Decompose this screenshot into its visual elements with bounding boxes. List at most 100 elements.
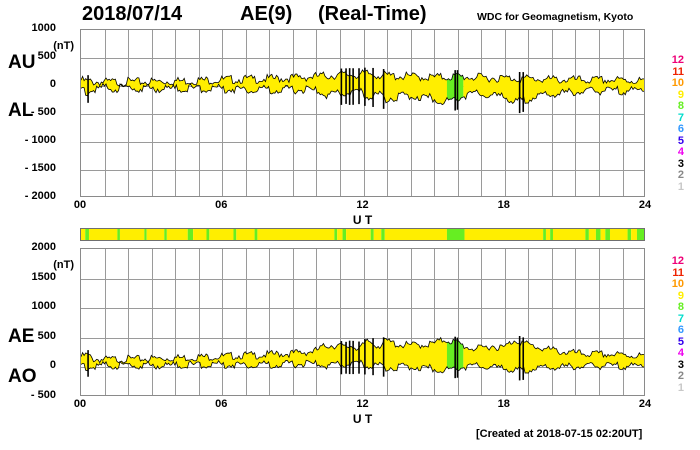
station-count-segment [166, 229, 188, 240]
y-tick-label: - 1500 [24, 162, 56, 174]
au-label: AU [8, 52, 36, 73]
au-al-plot-panel [80, 29, 645, 197]
gridline-vertical [104, 249, 106, 395]
station-count-segment [144, 229, 147, 240]
station-count-segment [605, 229, 610, 240]
station-count-segment [595, 229, 601, 240]
gridline-horizontal [81, 278, 644, 280]
station-count-segment [464, 229, 544, 240]
station-count-segment [373, 229, 382, 240]
station-count-legend-item: 8 [677, 100, 684, 112]
station-count-segment [588, 229, 596, 240]
x-tick-label: 18 [497, 199, 510, 211]
station-count-segment [119, 229, 145, 240]
station-count-legend-item: 3 [677, 157, 684, 170]
gridline-vertical [316, 249, 318, 395]
gridline-vertical [575, 30, 577, 196]
gridline-vertical [175, 249, 177, 395]
x-tick-label: 06 [215, 398, 228, 410]
gridline-vertical [622, 249, 624, 395]
gridline-horizontal [81, 142, 644, 143]
gridline-horizontal [81, 337, 644, 339]
gridline-vertical [622, 30, 624, 196]
y-tick-label: 0 [49, 359, 56, 372]
x-tick-label: 12 [356, 199, 369, 211]
chart-realtime-tag: (Real-Time) [318, 3, 427, 25]
station-count-segment [370, 229, 374, 240]
trace-band-segment [463, 340, 644, 374]
au-al-station-legend: 12 11 10 9 8 7 6 5 4 3 2 1 [658, 54, 684, 193]
gridline-vertical [128, 30, 130, 196]
x-tick-label: 12 [356, 398, 369, 410]
y-tick-label: 0 [49, 78, 56, 90]
station-count-colorbar [80, 228, 645, 241]
station-count-segment [446, 229, 465, 240]
au-al-gridlines [81, 30, 644, 196]
station-count-segment [236, 229, 255, 240]
station-count-segment [209, 229, 234, 240]
station-count-segment [585, 229, 589, 240]
x-tick-label: 18 [497, 398, 510, 410]
x-tick-label: 00 [73, 199, 87, 211]
x-tick-label: 24 [638, 199, 652, 211]
station-count-legend-item: 6 [677, 123, 684, 135]
gridline-vertical [434, 30, 436, 196]
gridline-horizontal [81, 58, 644, 59]
gridline-vertical [504, 30, 506, 196]
trace-band-segment [587, 76, 644, 96]
gridline-vertical [551, 249, 553, 395]
station-count-segment [631, 229, 637, 240]
station-count-legend-item: 1 [677, 180, 684, 193]
chart-date: 2018/07/14 [82, 3, 183, 25]
station-count-segment [164, 229, 167, 240]
lower-envelope-line [81, 82, 644, 106]
station-count-legend-item: 2 [677, 370, 684, 382]
station-count-legend-item: 8 [677, 301, 684, 313]
ao-label: AO [8, 366, 37, 387]
gridline-vertical [551, 30, 553, 196]
ae-ao-station-legend: 12 11 10 9 8 7 6 5 4 3 2 1 [658, 255, 684, 394]
gridline-vertical [292, 30, 294, 196]
gridline-vertical [457, 249, 459, 395]
station-count-legend-item: 12 [671, 54, 684, 66]
ae-ao-plot-panel [80, 248, 645, 396]
ae-ao-gridlines [81, 249, 644, 395]
gridline-vertical [387, 30, 388, 196]
station-count-segment [193, 229, 207, 240]
x-tick-label: 06 [215, 199, 228, 211]
station-count-segment [600, 229, 606, 240]
gridline-vertical [175, 30, 177, 196]
gridline-vertical [292, 249, 294, 395]
gridline-vertical [410, 249, 412, 395]
gridline-vertical [198, 30, 200, 196]
station-count-segment [609, 229, 628, 240]
gridline-vertical [434, 249, 436, 395]
station-count-segment [552, 229, 586, 240]
station-count-legend-item: 6 [677, 324, 684, 336]
station-count-segment [627, 229, 632, 240]
station-count-segment [384, 229, 447, 240]
gridline-vertical [245, 249, 247, 395]
gridline-vertical [504, 249, 506, 395]
y-axis-unit-label: (nT) [53, 259, 74, 271]
created-timestamp: [Created at 2018-07-15 02:20UT] [476, 428, 643, 440]
y-tick-label: - 500 [30, 389, 56, 401]
station-count-segment [206, 229, 210, 240]
station-count-legend-item: 9 [677, 289, 684, 302]
station-count-legend-item: 1 [677, 381, 684, 394]
gridline-vertical [340, 30, 341, 196]
gridline-vertical [222, 249, 224, 395]
lower-envelope-line [81, 359, 644, 374]
station-count-legend-item: 7 [677, 111, 684, 124]
gridline-vertical [198, 249, 200, 395]
x-axis-title: U T [352, 412, 373, 426]
gridline-horizontal [81, 170, 644, 171]
gridline-vertical [481, 249, 483, 395]
station-count-legend-item: 4 [677, 146, 684, 158]
gridline-vertical [269, 30, 271, 196]
station-count-legend-item: 12 [671, 255, 684, 267]
upper-envelope-line [81, 69, 644, 87]
station-count-legend-item: 11 [672, 65, 684, 78]
gridline-vertical [340, 249, 341, 395]
y-axis-unit-label: (nT) [53, 40, 74, 52]
